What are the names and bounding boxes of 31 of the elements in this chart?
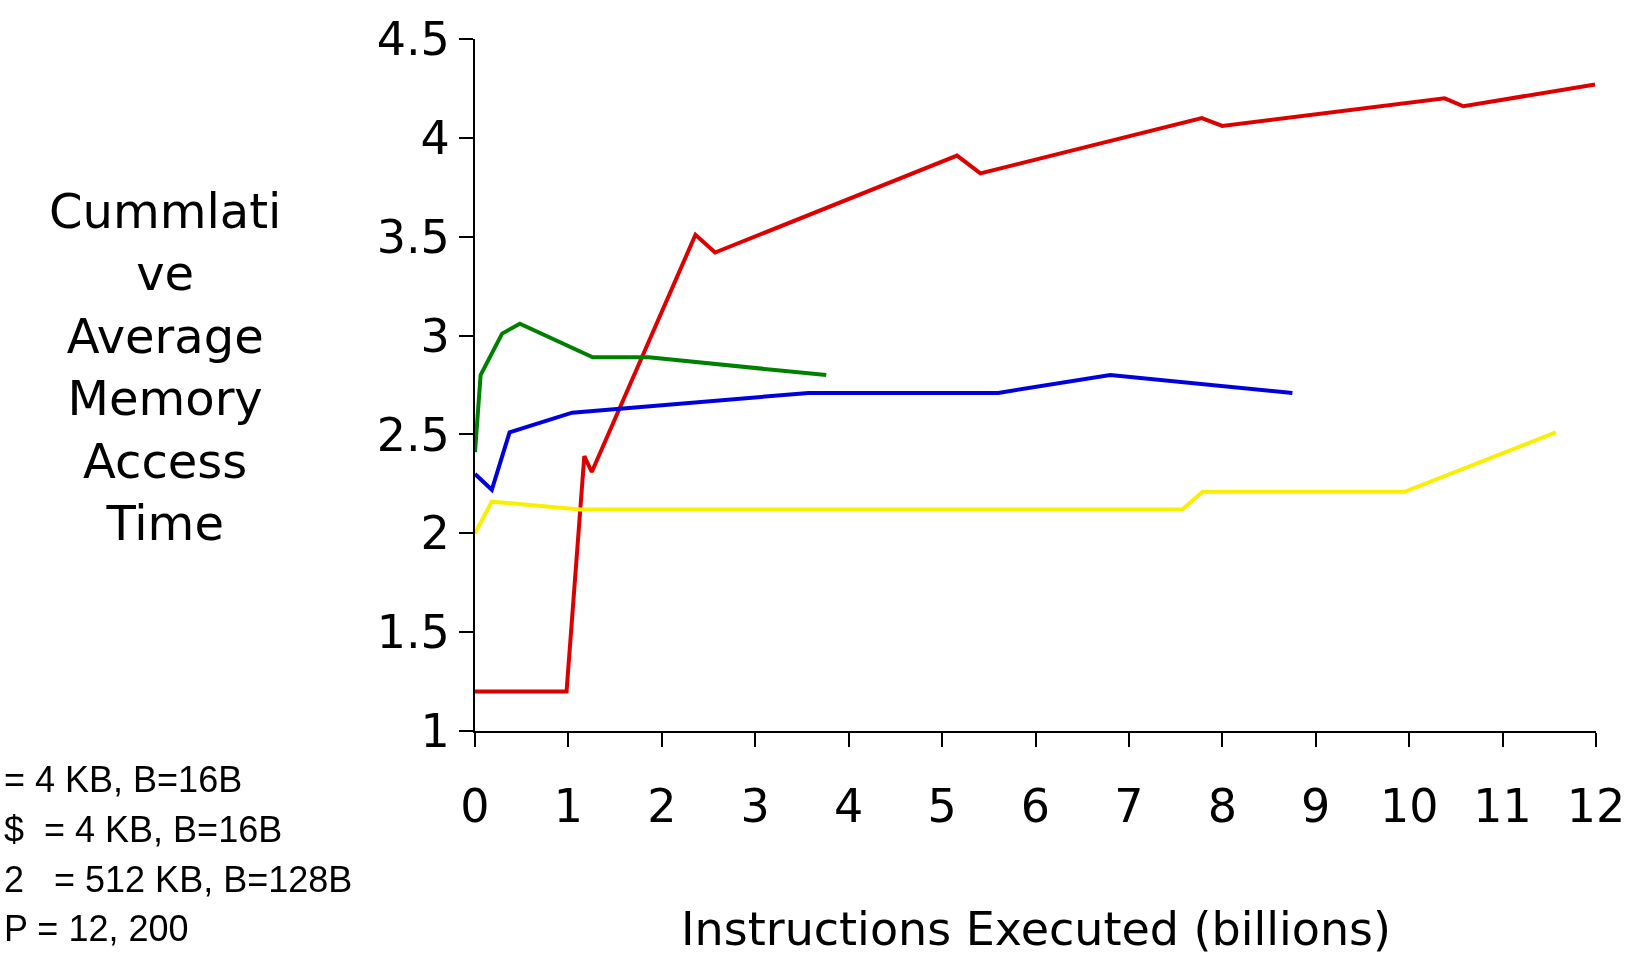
y-tick-label: 2 bbox=[420, 506, 450, 561]
x-axis-title: Instructions Executed (billions) bbox=[681, 902, 1392, 956]
line-series bbox=[475, 430, 1558, 536]
x-tick-label: 4 bbox=[834, 779, 864, 834]
x-tick-label: 7 bbox=[1114, 779, 1144, 834]
y-tick-label: 2.5 bbox=[376, 407, 450, 462]
text: $ = 4 KB, B=16B bbox=[4, 809, 283, 850]
x-tick-label: 6 bbox=[1020, 779, 1051, 834]
y-tick-label: 3 bbox=[420, 308, 450, 363]
x-tick-label: 10 bbox=[1379, 779, 1439, 834]
y-tick-label: 4 bbox=[420, 110, 450, 165]
x-tick-label: 9 bbox=[1301, 779, 1331, 834]
x-tick-label: 1 bbox=[553, 779, 584, 834]
text: = 4 KB, B=16B bbox=[4, 759, 243, 800]
x-tick-label: 0 bbox=[460, 779, 490, 834]
x-tick-label: 12 bbox=[1566, 779, 1626, 834]
y-tick-label: 3.5 bbox=[376, 209, 450, 264]
x-tick-label: 3 bbox=[740, 779, 770, 834]
y-axis-title: Cummlative Average Memory Access Time bbox=[49, 183, 282, 551]
x-tick-label: 5 bbox=[927, 779, 957, 834]
text: P = 12, 200 bbox=[4, 908, 189, 949]
x-tick-label: 11 bbox=[1473, 779, 1532, 834]
y-tick-label: 1 bbox=[420, 704, 450, 759]
line-series bbox=[475, 373, 1295, 492]
y-tick-label: 1.5 bbox=[376, 605, 450, 660]
x-tick-label: 2 bbox=[647, 779, 677, 834]
line-series bbox=[475, 82, 1596, 694]
text: 2 = 512 KB, B=128B bbox=[4, 859, 353, 900]
x-tick-label: 8 bbox=[1207, 779, 1237, 834]
y-tick-label: 4.5 bbox=[376, 12, 450, 67]
line-series bbox=[475, 321, 829, 455]
